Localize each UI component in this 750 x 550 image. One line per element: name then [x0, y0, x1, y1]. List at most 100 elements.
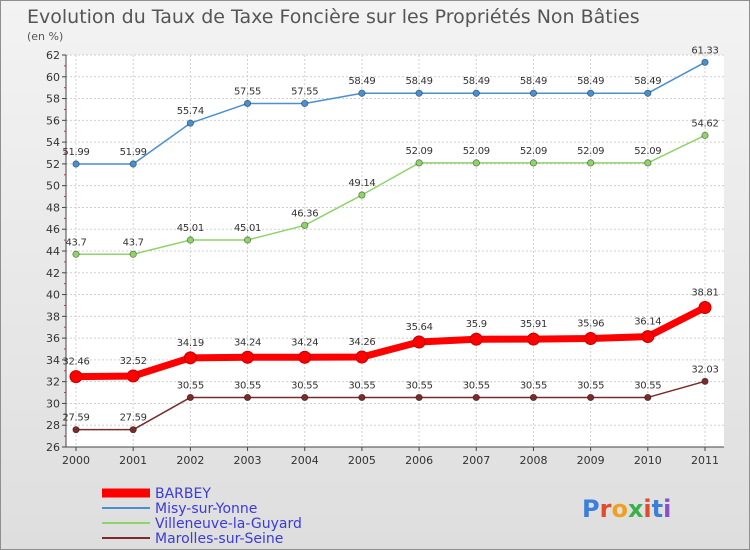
y-tick-label: 56 [46, 114, 60, 127]
data-point [129, 426, 137, 434]
data-label: 30.55 [234, 380, 261, 391]
data-label: 58.49 [520, 76, 547, 87]
y-tick-label: 30 [46, 397, 60, 410]
data-label: 52.09 [577, 146, 604, 157]
data-label: 58.49 [463, 76, 490, 87]
data-label: 49.14 [348, 178, 375, 189]
data-label: 45.01 [177, 223, 204, 234]
data-labels-group: 27.59 27.59 30.55 30.55 30.55 30.55 30.55 30.55… [62, 45, 718, 423]
data-point [415, 89, 423, 97]
data-point [472, 159, 480, 167]
logo-letter: P [582, 495, 600, 523]
data-point [698, 301, 712, 315]
data-point [72, 426, 80, 434]
x-axis-ticks: 2000 2001 2002 2003 2004 2005 2006 2007 2008 2009… [62, 447, 719, 467]
y-tick-label: 46 [46, 223, 60, 236]
data-point [183, 351, 197, 365]
x-tick-label: 2008 [519, 454, 547, 467]
data-point [126, 369, 140, 383]
data-point [469, 332, 483, 346]
data-point [529, 159, 538, 167]
data-label: 54.62 [691, 118, 718, 129]
series-line-marolles-sur-seine [76, 380, 706, 431]
y-tick-label: 36 [46, 332, 60, 345]
chart-subtitle: (en %) [27, 30, 63, 43]
legend-label: Misy-sur-Yonne [155, 501, 257, 517]
data-point [472, 89, 480, 97]
data-point [72, 160, 80, 168]
data-point [69, 370, 83, 384]
legend: BARBEYMisy-sur-YonneVilleneuve-la-Guyard… [102, 486, 302, 547]
data-point [129, 250, 137, 258]
y-tick-label: 38 [46, 310, 60, 323]
data-label: 55.74 [177, 106, 204, 117]
data-point [358, 191, 366, 199]
logo-letter: x [628, 495, 644, 523]
x-tick-label: 2000 [62, 454, 90, 467]
y-tick-label: 52 [46, 158, 60, 171]
data-point [355, 350, 369, 364]
data-point [526, 332, 540, 346]
data-point [358, 89, 366, 97]
data-point [186, 236, 194, 244]
logo-letter: t [652, 495, 663, 523]
grid [66, 54, 724, 448]
y-tick-label: 48 [46, 201, 60, 214]
legend-label: BARBEY [155, 486, 211, 502]
data-point [701, 58, 709, 66]
data-label: 30.55 [463, 380, 490, 391]
y-tick-label: 60 [46, 71, 60, 84]
data-label: 52.09 [520, 146, 547, 157]
data-point [472, 393, 480, 402]
data-label: 57.55 [234, 86, 261, 97]
y-tick-label: 28 [46, 419, 60, 432]
data-label: 38.81 [691, 288, 718, 299]
data-label: 58.49 [577, 76, 604, 87]
data-label: 57.55 [291, 86, 318, 97]
data-label: 30.55 [291, 380, 318, 391]
y-tick-label: 58 [46, 93, 60, 106]
data-point [301, 221, 309, 229]
x-tick-label: 2007 [462, 454, 490, 467]
data-label: 27.59 [62, 413, 89, 424]
series-line-misy-sur-yonne [76, 61, 706, 165]
data-point [301, 393, 309, 402]
logo-letter: i [663, 495, 671, 523]
y-tick-label: 26 [46, 441, 60, 454]
x-tick-label: 2009 [577, 454, 605, 467]
data-label: 35.91 [520, 319, 547, 330]
logo-letter: r [600, 495, 612, 523]
x-tick-label: 2010 [634, 454, 662, 467]
data-point [243, 99, 252, 108]
data-point [301, 99, 309, 108]
y-axis-ticks: 26 28 30 32 34 36 38 40 42 44 46 48 50 52 54 56 58 60 62 [46, 49, 66, 454]
data-point [641, 330, 655, 344]
y-tick-label: 44 [46, 245, 60, 258]
data-point [644, 393, 652, 402]
data-label: 27.59 [120, 413, 147, 424]
data-point [298, 350, 312, 364]
data-label: 30.55 [577, 380, 604, 391]
data-label: 58.49 [406, 76, 433, 87]
legend-label: Marolles-sur-Seine [155, 531, 283, 547]
data-label: 35.9 [466, 319, 487, 330]
data-label: 58.49 [348, 76, 375, 87]
data-label: 52.09 [634, 146, 661, 157]
data-label: 58.49 [634, 76, 661, 87]
data-label: 32.03 [691, 364, 718, 375]
data-point [243, 393, 252, 402]
logo-letter: i [643, 495, 651, 523]
chart-title: Evolution du Taux de Taxe Foncière sur l… [27, 6, 640, 28]
series-line-barbey [75, 304, 707, 381]
y-tick-label: 62 [46, 49, 60, 62]
data-point [415, 393, 423, 402]
logo-letter: o [611, 495, 628, 523]
data-label: 34.24 [234, 337, 261, 348]
data-label: 36.14 [634, 317, 661, 328]
data-label: 34.19 [177, 338, 204, 349]
x-tick-label: 2006 [405, 454, 433, 467]
y-tick-label: 50 [46, 180, 60, 193]
x-tick-label: 2011 [691, 454, 719, 467]
proxiti-logo: Proxiti [582, 495, 671, 523]
